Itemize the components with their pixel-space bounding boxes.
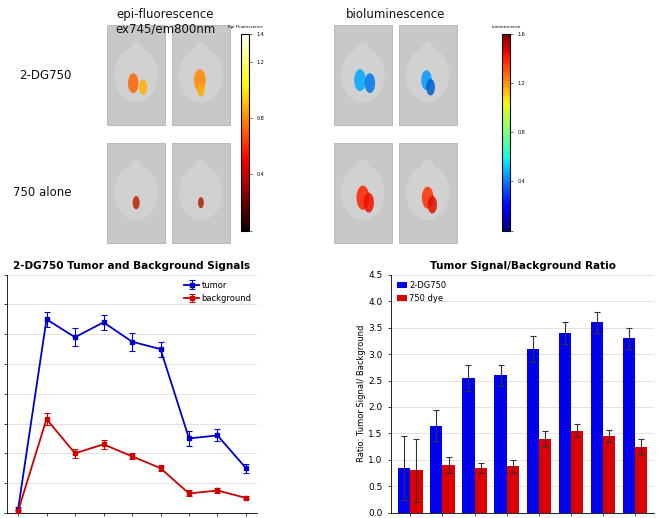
Legend: tumor, background: tumor, background [182,279,253,305]
Bar [539,439,551,513]
Ellipse shape [128,73,139,93]
Ellipse shape [356,160,370,182]
Ellipse shape [356,185,369,210]
Ellipse shape [428,196,437,213]
Ellipse shape [422,186,434,209]
Ellipse shape [179,165,223,220]
Bar [430,425,442,513]
Ellipse shape [114,48,158,103]
Ellipse shape [406,48,449,103]
Text: 750 alone: 750 alone [13,186,71,199]
FancyBboxPatch shape [107,25,165,125]
Text: 2-DG750: 2-DG750 [19,69,71,82]
Bar [591,322,603,513]
FancyBboxPatch shape [334,142,392,243]
Bar [410,470,422,513]
FancyBboxPatch shape [172,25,230,125]
Title: 2-DG750 Tumor and Background Signals: 2-DG750 Tumor and Background Signals [13,261,251,271]
FancyBboxPatch shape [334,25,392,125]
Ellipse shape [421,70,432,90]
Ellipse shape [354,69,366,91]
Ellipse shape [194,42,208,64]
Ellipse shape [364,193,374,212]
Text: epi-fluorescence
ex745/em800nm: epi-fluorescence ex745/em800nm [115,8,215,36]
Bar [507,466,519,513]
Ellipse shape [114,165,158,220]
Bar [623,338,635,513]
Bar [462,378,475,513]
Text: bioluminescence: bioluminescence [346,8,445,21]
Ellipse shape [194,69,206,91]
Ellipse shape [198,83,204,97]
Bar [494,375,507,513]
Bar [527,349,539,513]
Ellipse shape [341,48,385,103]
Ellipse shape [133,196,139,209]
Ellipse shape [420,160,435,182]
Bar [559,333,571,513]
Bar [571,431,583,513]
Ellipse shape [139,79,147,95]
Ellipse shape [179,48,223,103]
Ellipse shape [129,42,143,64]
Bar [475,468,486,513]
Title: Epi Fluorescence
: Epi Fluorescence [228,25,262,33]
Ellipse shape [198,197,204,208]
Ellipse shape [420,42,435,64]
Ellipse shape [426,79,435,95]
Ellipse shape [365,73,375,93]
Legend: 2-DG750, 750 dye: 2-DG750, 750 dye [395,279,448,305]
Ellipse shape [356,42,370,64]
Bar [603,436,615,513]
FancyBboxPatch shape [172,142,230,243]
Bar [442,465,455,513]
Ellipse shape [129,160,143,182]
Title: Luminescence
: Luminescence [492,25,521,33]
Ellipse shape [194,160,208,182]
Title: Tumor Signal/Background Ratio: Tumor Signal/Background Ratio [430,261,616,271]
Bar [398,468,410,513]
Y-axis label: Ratio: Tumor Signal/ Background: Ratio: Tumor Signal/ Background [356,325,366,463]
Bar [635,447,647,513]
Ellipse shape [406,165,449,220]
FancyBboxPatch shape [399,25,457,125]
Ellipse shape [341,165,385,220]
FancyBboxPatch shape [399,142,457,243]
FancyBboxPatch shape [107,142,165,243]
